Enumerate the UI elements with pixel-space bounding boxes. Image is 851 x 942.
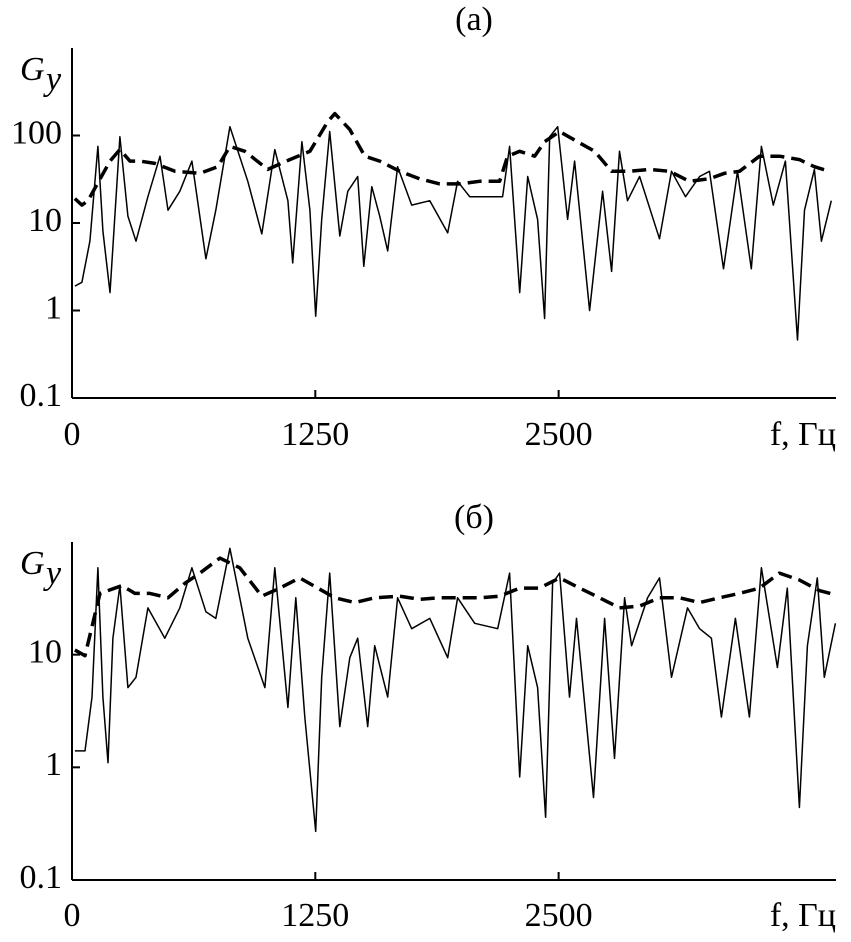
y-tick-label: 100 [11,114,62,151]
y-axis-label: G [20,51,45,88]
solid-line [74,547,837,833]
x-tick-label: 1250 [281,416,349,453]
y-axis-label-subscript: y [43,61,62,98]
y-tick-label: 1 [45,289,62,326]
dashed-line [73,111,830,207]
y-tick-label: 0.1 [20,859,63,896]
x-tick-label: 0 [64,897,81,934]
panel-title: (б) [454,499,494,536]
y-tick-label: 10 [28,202,62,239]
dashed-line [74,556,836,658]
x-tick-label: 0 [64,416,81,453]
x-axis-label: f, Гц [770,416,836,453]
x-axis-label: f, Гц [770,897,836,934]
solid-line [74,125,833,341]
x-tick-label: 1250 [281,897,349,934]
y-axis-label-subscript: y [43,555,62,592]
x-tick-label: 2500 [525,897,593,934]
y-axis-label: G [20,545,45,582]
y-tick-label: 10 [28,633,62,670]
x-tick-label: 2500 [525,416,593,453]
y-tick-label: 1 [45,746,62,783]
panel-title: (a) [455,1,493,38]
y-tick-label: 0.1 [20,377,63,414]
